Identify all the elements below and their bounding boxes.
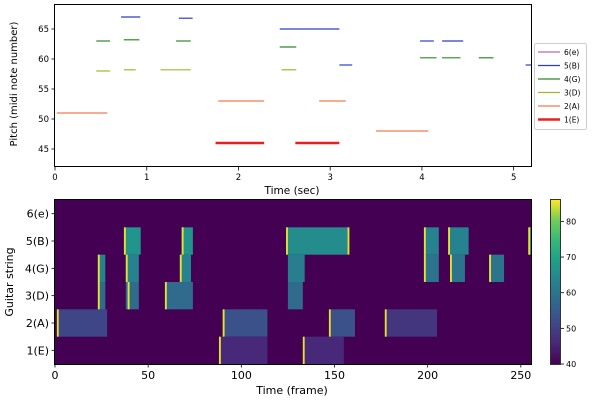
y-tick-label: 45 xyxy=(38,145,49,155)
onset-cell xyxy=(222,309,225,337)
legend-label: 6(e) xyxy=(564,48,579,57)
onset-cell xyxy=(423,227,426,255)
heatmap-cell xyxy=(330,309,355,337)
colorbar: 40 50 60 70 80 xyxy=(550,199,576,369)
heatmap-cells xyxy=(56,227,532,364)
onset-cell xyxy=(97,254,100,282)
colorbar-frame xyxy=(550,199,561,365)
x-tick-label: 200 xyxy=(417,369,438,382)
heatmap-cell xyxy=(450,254,465,282)
onset-cell xyxy=(218,336,221,364)
x-tick-label: 0 xyxy=(52,369,59,382)
pitch-plot-frame xyxy=(54,4,532,167)
heatmap-cell xyxy=(423,227,439,255)
heatmap-cell xyxy=(56,309,108,337)
y-tick-label: 6(e) xyxy=(27,208,49,221)
y-tick-label: 55 xyxy=(38,85,49,95)
heatmap-cell xyxy=(123,227,141,255)
heatmap-cell xyxy=(179,254,192,282)
onset-cell xyxy=(384,309,387,337)
colorbar-tick-label: 50 xyxy=(566,324,576,333)
x-tick-label: 1 xyxy=(144,173,149,183)
x-tick-label: 100 xyxy=(231,369,252,382)
onset-cell xyxy=(347,227,350,255)
onset-cell xyxy=(127,282,130,310)
heatmap-cell xyxy=(181,227,193,255)
heatmap-cell xyxy=(489,254,505,282)
y-tick-label: 60 xyxy=(38,55,49,65)
heatmap-x-ticks: 0 50 100 150 200 250 xyxy=(52,364,531,382)
onset-cell xyxy=(528,227,531,255)
heatmap-cell xyxy=(97,282,106,310)
x-tick-label: 50 xyxy=(141,369,155,382)
onset-cell xyxy=(125,254,128,282)
onset-cell xyxy=(423,254,426,282)
heatmap-cell xyxy=(287,282,303,310)
colorbar-tick-label: 80 xyxy=(566,217,576,226)
onset-cell xyxy=(328,309,331,337)
heatmap-cell xyxy=(287,254,305,282)
heatmap-cell xyxy=(222,309,268,337)
y-tick-label: 50 xyxy=(38,115,49,125)
legend-label: 3(D) xyxy=(564,89,580,98)
heatmap-cell xyxy=(448,227,469,255)
onset-cell xyxy=(164,282,167,310)
onset-cell xyxy=(302,336,305,364)
onset-cell xyxy=(450,254,452,282)
colorbar-tick-label: 70 xyxy=(566,253,576,262)
pitch-note-segments xyxy=(56,16,532,145)
heatmap-frame xyxy=(54,199,532,365)
onset-cell xyxy=(97,282,100,310)
legend-label: 2(A) xyxy=(564,102,580,111)
y-tick-label: 3(D) xyxy=(25,290,49,303)
x-tick-label: 150 xyxy=(324,369,345,382)
heatmap-cell xyxy=(386,309,437,337)
legend-label: 5(B) xyxy=(564,62,580,71)
heatmap-y-axis-label: Guitar string xyxy=(3,247,16,316)
heatmap-cell xyxy=(125,254,139,282)
onset-cell xyxy=(489,254,492,282)
heatmap-cell xyxy=(286,227,348,255)
onset-cell xyxy=(123,227,126,255)
colorbar-tick-label: 40 xyxy=(566,360,576,369)
heatmap-cell xyxy=(97,254,106,282)
onset-cell xyxy=(448,227,451,255)
y-tick-label: 2(A) xyxy=(26,317,49,330)
legend-label: 1(E) xyxy=(564,116,579,125)
pitch-legend: 6(e) 5(B) 4(G) 3(D) 2(A) 1(E) xyxy=(534,43,587,130)
x-tick-label: 2 xyxy=(236,173,241,183)
y-tick-label: 4(G) xyxy=(25,262,49,275)
heatmap-cell xyxy=(423,254,439,282)
heatmap-x-axis-label: Time (frame) xyxy=(255,384,328,397)
colorbar-tick-label: 60 xyxy=(566,289,576,298)
y-tick-label: 65 xyxy=(38,25,49,35)
pitch-y-ticks: 45 50 55 60 65 xyxy=(38,25,55,155)
onset-cell xyxy=(179,254,182,282)
x-tick-label: 5 xyxy=(511,173,516,183)
y-tick-label: 1(E) xyxy=(26,344,49,357)
heatmap-cell xyxy=(304,336,344,364)
x-tick-label: 0 xyxy=(52,173,57,183)
y-tick-label: 5(B) xyxy=(26,235,49,248)
heatmap-cell xyxy=(220,336,268,364)
onset-cell xyxy=(286,227,288,255)
string-heatmap: 0 50 100 150 200 250 1(E) 2(A) 3(D) 4(G) 5(B) 6(e)… xyxy=(3,199,576,397)
onset-cell xyxy=(181,227,184,255)
colorbar-gradient xyxy=(551,200,560,364)
x-tick-label: 250 xyxy=(510,369,531,382)
pitch-x-ticks: 0 1 2 3 4 5 xyxy=(52,167,516,183)
legend-label: 4(G) xyxy=(564,75,581,84)
heatmap-y-ticks: 1(E) 2(A) 3(D) 4(G) 5(B) 6(e) xyxy=(25,208,55,357)
onset-cell xyxy=(56,309,59,337)
x-tick-label: 3 xyxy=(327,173,332,183)
pitch-x-axis-label: Time (sec) xyxy=(264,185,320,197)
x-tick-label: 4 xyxy=(419,173,424,183)
pitch-y-axis-label: Pitch (midi note number) xyxy=(9,21,20,146)
heatmap-cell xyxy=(164,282,193,310)
